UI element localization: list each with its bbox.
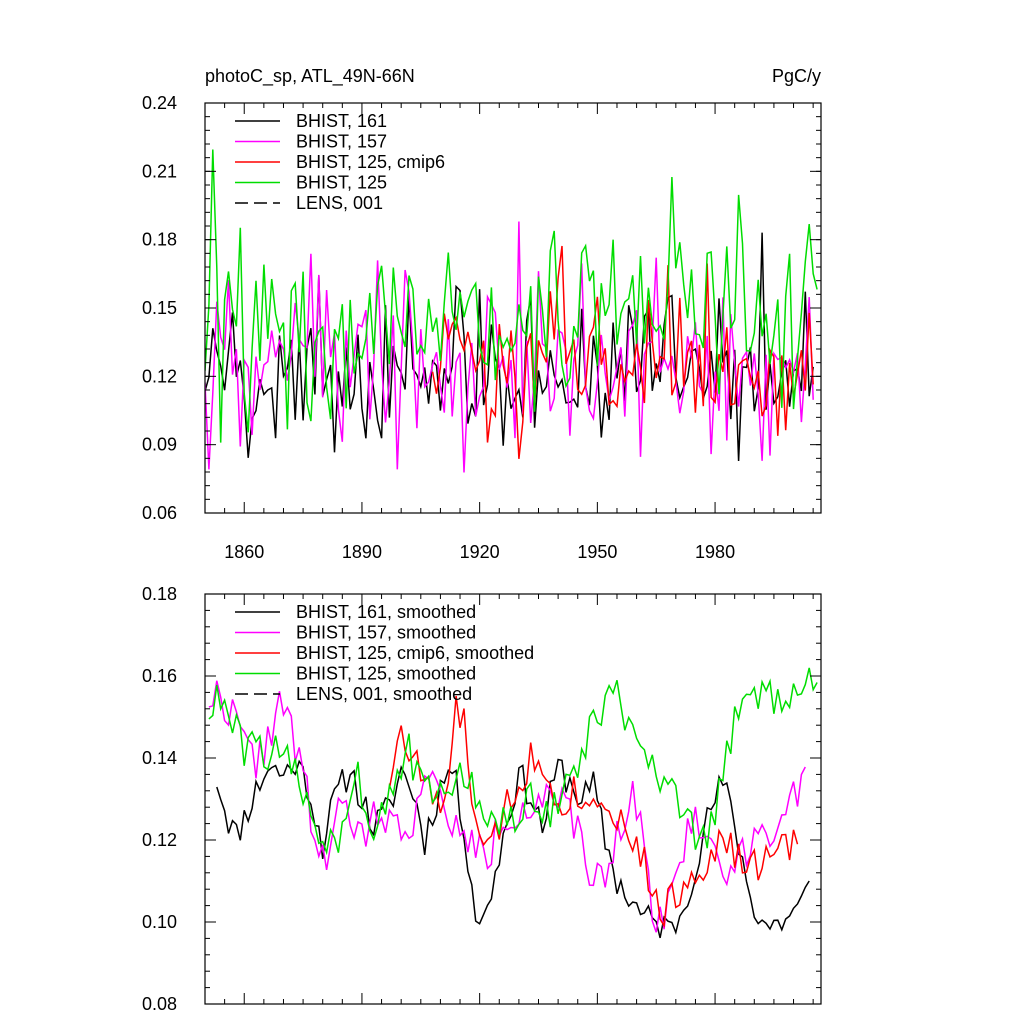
legend-label: BHIST, 125, cmip6 xyxy=(296,152,445,172)
y-tick-label: 0.14 xyxy=(142,748,177,768)
x-tick-label: 1920 xyxy=(460,542,500,562)
y-tick-label: 0.08 xyxy=(142,994,177,1014)
y-tick-label: 0.10 xyxy=(142,912,177,932)
x-tick-label: 1860 xyxy=(224,542,264,562)
y-tick-label: 0.16 xyxy=(142,666,177,686)
y-tick-label: 0.18 xyxy=(142,230,177,250)
chart-units: PgC/y xyxy=(772,66,821,86)
plot-frame xyxy=(204,593,822,1005)
legend-label: BHIST, 161, smoothed xyxy=(296,602,476,622)
y-tick-label: 0.21 xyxy=(142,161,177,181)
y-tick-label: 0.06 xyxy=(142,503,177,523)
chart-title: photoC_sp, ATL_49N-66N xyxy=(205,66,415,87)
panel-top-chart: photoC_sp, ATL_49N-66N PgC/y 1860 1890 192… xyxy=(142,66,822,562)
series-line-2 xyxy=(431,245,814,459)
legend-label: LENS, 001 xyxy=(296,193,383,213)
plot-frame xyxy=(204,102,822,514)
y-tick-label: 0.15 xyxy=(142,298,177,318)
y-tick-label: 0.12 xyxy=(142,366,177,386)
y-tick-label: 0.09 xyxy=(142,435,177,455)
x-tick-label: 1950 xyxy=(577,542,617,562)
legend-label: BHIST, 157 xyxy=(296,132,387,152)
legend-label: BHIST, 125, cmip6, smoothed xyxy=(296,643,534,663)
legend-label: BHIST, 125, smoothed xyxy=(296,664,476,684)
x-tick-label: 1890 xyxy=(342,542,382,562)
series-line-1 xyxy=(208,680,806,933)
series-line-0 xyxy=(216,758,810,939)
y-tick-label: 0.12 xyxy=(142,830,177,850)
legend-label: BHIST, 125 xyxy=(296,173,387,193)
panel-bottom-chart: 0.08 0.10 0.12 0.14 0.16 0.18 BHIST, 161, smo… xyxy=(142,584,822,1014)
legend-label: LENS, 001, smoothed xyxy=(296,684,472,704)
series-line-1 xyxy=(205,221,814,473)
y-tick-label: 0.24 xyxy=(142,93,177,113)
legend-label: BHIST, 157, smoothed xyxy=(296,623,476,643)
y-tick-label: 0.18 xyxy=(142,584,177,604)
x-tick-label: 1980 xyxy=(695,542,735,562)
series-line-2 xyxy=(388,695,799,928)
legend-label: BHIST, 161 xyxy=(296,111,387,131)
series-line-3 xyxy=(208,667,818,856)
series-line-3 xyxy=(205,149,818,443)
